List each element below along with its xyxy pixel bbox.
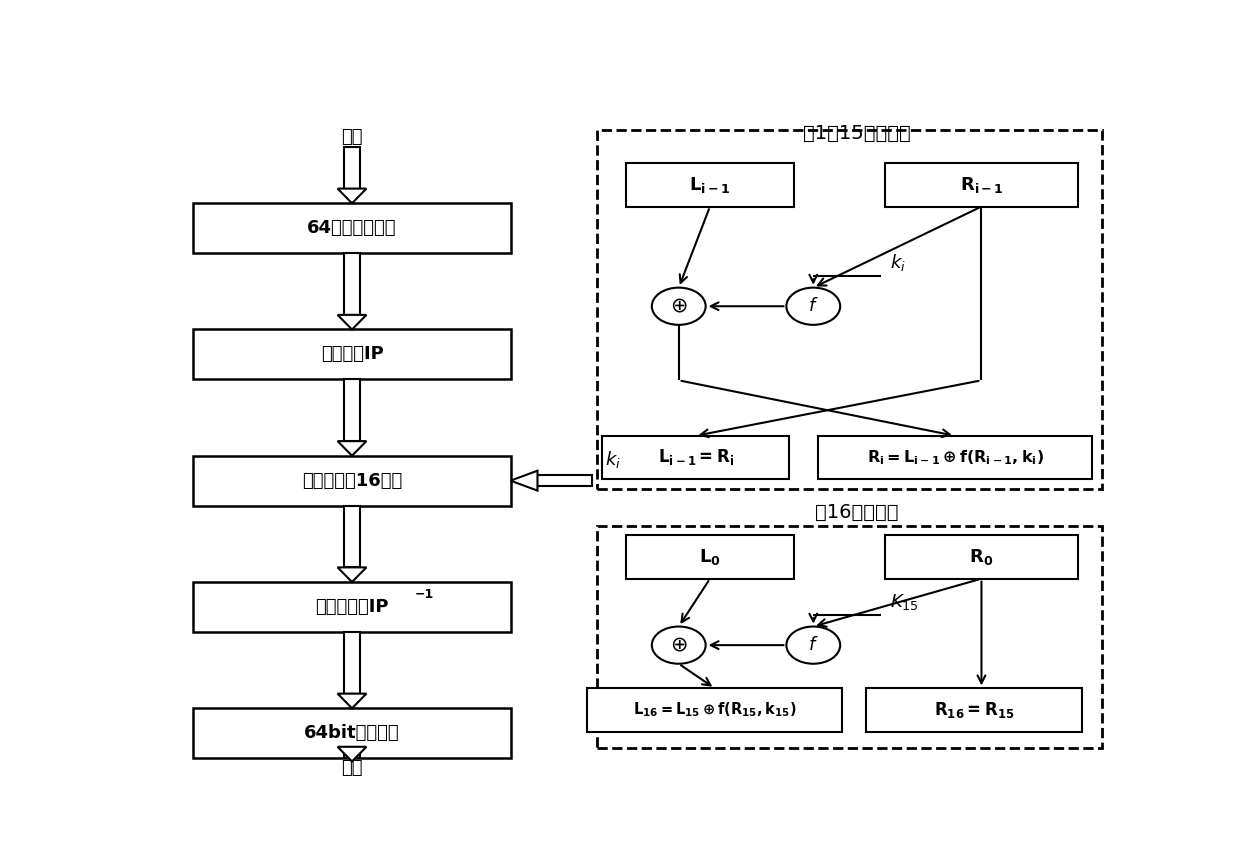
Bar [818, 436, 1092, 479]
Bar [193, 330, 511, 380]
Circle shape [652, 287, 706, 324]
Polygon shape [337, 189, 367, 204]
Bar [626, 163, 794, 206]
Circle shape [652, 627, 706, 664]
Bar [193, 709, 511, 758]
Text: 逆初始值换IP: 逆初始值换IP [315, 598, 389, 616]
Text: −1: −1 [414, 589, 434, 602]
Polygon shape [337, 315, 367, 330]
Text: 64bit密文数据: 64bit密文数据 [304, 724, 399, 742]
Bar [537, 476, 593, 486]
Text: $\mathbf{L_0}$: $\mathbf{L_0}$ [699, 547, 720, 567]
Text: $\mathbf{L_{16}=L_{15}\oplus f(R_{15},k_{15})}$: $\mathbf{L_{16}=L_{15}\oplus f(R_{15},k_… [632, 701, 796, 719]
Text: 输出: 输出 [341, 759, 363, 777]
Text: $\mathbf{L_{i-1}}$: $\mathbf{L_{i-1}}$ [689, 175, 730, 195]
Text: 第16轮轮变换: 第16轮轮变换 [815, 503, 898, 522]
Text: 64比特明文数据: 64比特明文数据 [308, 219, 397, 237]
Text: $\oplus$: $\oplus$ [670, 635, 687, 655]
Text: $f$: $f$ [808, 636, 818, 654]
Polygon shape [337, 567, 367, 582]
Bar [588, 689, 842, 732]
Bar [345, 147, 360, 189]
Bar [193, 456, 511, 506]
Text: 初始值换IP: 初始值换IP [321, 345, 383, 363]
Text: 轮变换（共16轮）: 轮变换（共16轮） [301, 472, 402, 489]
Circle shape [786, 627, 841, 664]
Bar [596, 526, 1101, 748]
Bar [596, 130, 1101, 489]
Bar [193, 582, 511, 632]
Text: $\oplus$: $\oplus$ [670, 296, 687, 316]
Text: $\mathbf{R_i=L_{i-1}\oplus f(R_{i-1},k_i)}$: $\mathbf{R_i=L_{i-1}\oplus f(R_{i-1},k_i… [867, 448, 1044, 467]
Text: $k_i$: $k_i$ [605, 449, 621, 470]
Text: $f$: $f$ [808, 297, 818, 315]
Polygon shape [511, 470, 537, 491]
Polygon shape [337, 746, 367, 761]
Bar [345, 632, 360, 694]
Bar [601, 436, 789, 479]
Text: 输入: 输入 [341, 128, 363, 146]
Bar [885, 535, 1078, 579]
Bar [345, 253, 360, 315]
Polygon shape [337, 694, 367, 709]
Bar [626, 535, 794, 579]
Bar [885, 163, 1078, 206]
Bar [345, 380, 360, 441]
Text: $\mathbf{R_0}$: $\mathbf{R_0}$ [970, 547, 993, 567]
Bar [345, 746, 360, 758]
Polygon shape [337, 441, 367, 456]
Text: 第1～15轮轮变换: 第1～15轮轮变换 [802, 124, 910, 143]
Text: $\mathbf{L_{i-1}=R_i}$: $\mathbf{L_{i-1}=R_i}$ [657, 447, 734, 468]
Text: $\mathbf{R_{16}=R_{15}}$: $\mathbf{R_{16}=R_{15}}$ [934, 700, 1014, 720]
Circle shape [786, 287, 841, 324]
Bar [193, 204, 511, 253]
Text: $\mathbf{R_{i-1}}$: $\mathbf{R_{i-1}}$ [960, 175, 1003, 195]
Bar [345, 506, 360, 567]
Text: $K_{15}$: $K_{15}$ [890, 592, 919, 612]
Text: $k_i$: $k_i$ [890, 252, 906, 273]
Bar [866, 689, 1083, 732]
